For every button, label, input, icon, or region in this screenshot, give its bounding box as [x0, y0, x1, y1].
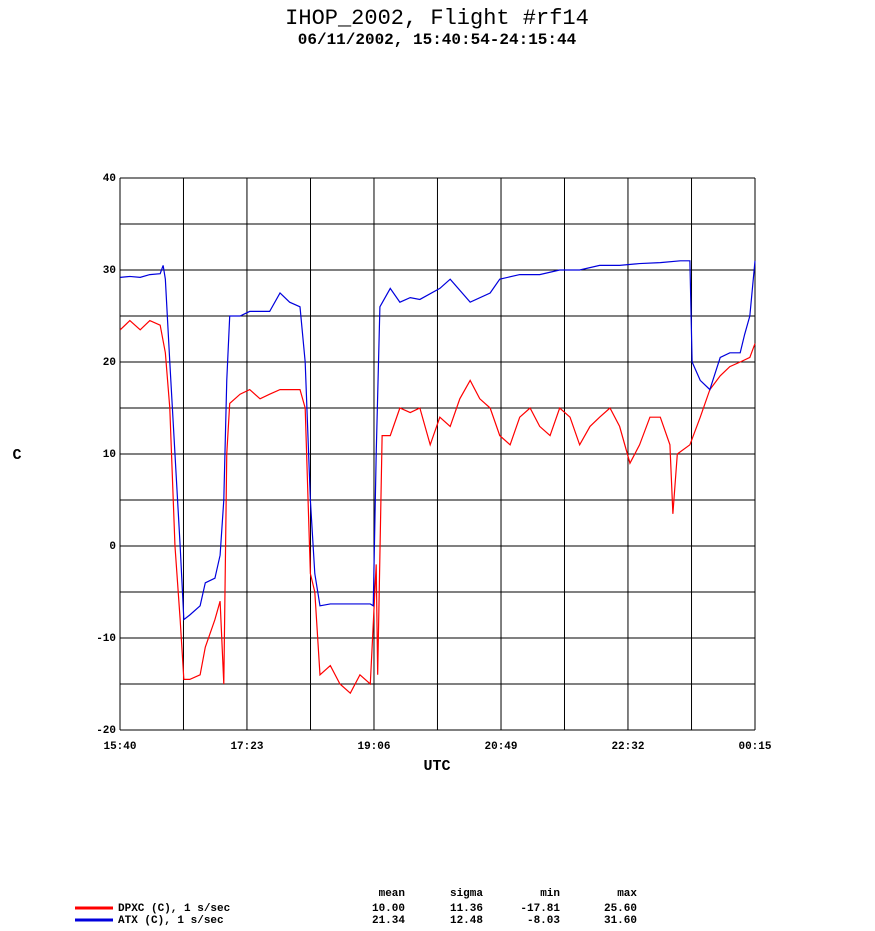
chart-subtitle: 06/11/2002, 15:40:54-24:15:44	[298, 31, 577, 49]
data-line	[119, 319, 756, 695]
stats-header: max	[617, 888, 637, 900]
y-tick-label: 20	[103, 357, 116, 369]
y-tick-label: 10	[103, 449, 116, 461]
y-tick-label: 40	[103, 173, 116, 185]
x-tick-label: 17:23	[230, 741, 263, 753]
stats-cell: -17.81	[520, 903, 560, 915]
stats-cell: 12.48	[450, 915, 483, 927]
y-tick-label: 0	[109, 541, 116, 553]
x-tick-label: 22:32	[611, 741, 644, 753]
stats-cell: 31.60	[604, 915, 637, 927]
x-tick-label: 19:06	[357, 741, 390, 753]
x-tick-label: 00:15	[738, 741, 771, 753]
y-axis-label: C	[12, 447, 21, 464]
stats-header: mean	[379, 888, 405, 900]
y-tick-label: -10	[96, 633, 116, 645]
stats-header: min	[540, 888, 560, 900]
stats-cell: 11.36	[450, 903, 483, 915]
stats-cell: 10.00	[372, 903, 405, 915]
data-line	[120, 260, 756, 621]
chart-title: IHOP_2002, Flight #rf14	[285, 6, 589, 31]
stats-header: sigma	[450, 888, 483, 900]
x-tick-label: 20:49	[485, 741, 518, 753]
legend-label: DPXC (C), 1 s/sec	[118, 903, 230, 915]
stats-cell: 21.34	[372, 915, 405, 927]
x-axis-label: UTC	[423, 758, 450, 775]
y-tick-label: -20	[96, 725, 116, 737]
legend-label: ATX (C), 1 s/sec	[118, 915, 224, 927]
stats-cell: -8.03	[527, 915, 560, 927]
x-tick-label: 15:40	[103, 741, 136, 753]
y-tick-label: 30	[103, 265, 116, 277]
stats-cell: 25.60	[604, 903, 637, 915]
